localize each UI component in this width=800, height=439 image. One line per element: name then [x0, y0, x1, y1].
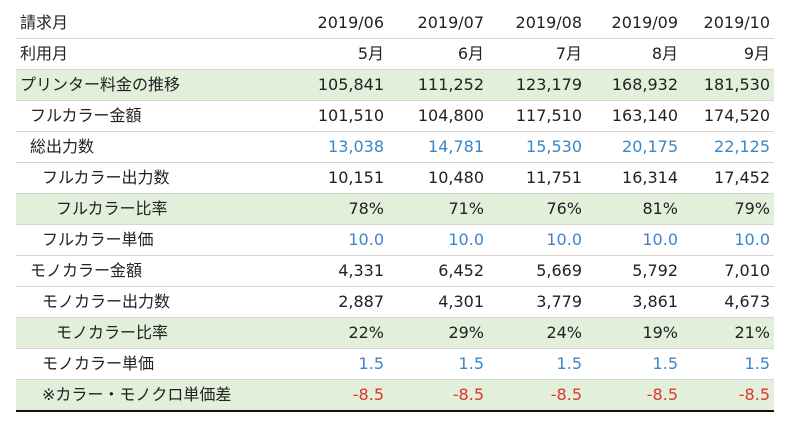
value-cell: 10.0 [682, 224, 774, 256]
row-label: フルカラー単価 [16, 224, 286, 256]
value-cell: 4,301 [388, 286, 488, 318]
value-cell: 10.0 [488, 224, 586, 256]
value-cell: 6,452 [388, 255, 488, 287]
total-output-row: 総出力数 13,038 14,781 15,530 20,175 22,125 [16, 131, 774, 163]
value-cell: 2,887 [286, 286, 388, 318]
usage-month-row: 利用月 5月 6月 7月 8月 9月 [16, 38, 774, 70]
value-cell: 21% [682, 317, 774, 349]
value-cell: 104,800 [388, 100, 488, 132]
value-cell: 7,010 [682, 255, 774, 287]
value-cell: 6月 [388, 38, 488, 70]
row-label: モノカラー出力数 [16, 286, 286, 318]
value-cell: 105,841 [286, 69, 388, 101]
value-cell: 1.5 [586, 348, 682, 380]
printer-cost-table: 請求月 2019/06 2019/07 2019/08 2019/09 2019/10 利用… [16, 8, 774, 412]
row-label: 利用月 [16, 38, 286, 70]
value-cell: -8.5 [388, 379, 488, 412]
value-cell: 8月 [586, 38, 682, 70]
unit-price-diff-row: ※カラー・モノクロ単価差 -8.5 -8.5 -8.5 -8.5 -8.5 [16, 379, 774, 412]
value-cell: 5月 [286, 38, 388, 70]
row-label: 請求月 [16, 8, 286, 39]
row-label: フルカラー出力数 [16, 162, 286, 194]
row-label: モノカラー金額 [16, 255, 286, 287]
value-cell: 163,140 [586, 100, 682, 132]
value-cell: 22% [286, 317, 388, 349]
row-label: 総出力数 [16, 131, 286, 163]
full-color-ratio-row: フルカラー比率 78% 71% 76% 81% 79% [16, 193, 774, 225]
value-cell: 174,520 [682, 100, 774, 132]
value-cell: 79% [682, 193, 774, 225]
value-cell: 1.5 [286, 348, 388, 380]
value-cell: 10,151 [286, 162, 388, 194]
value-cell: 2019/07 [388, 8, 488, 39]
value-cell: 3,779 [488, 286, 586, 318]
value-cell: 20,175 [586, 131, 682, 163]
value-cell: -8.5 [286, 379, 388, 412]
value-cell: 3,861 [586, 286, 682, 318]
row-label: ※カラー・モノクロ単価差 [16, 379, 286, 412]
billing-month-row: 請求月 2019/06 2019/07 2019/08 2019/09 2019/10 [16, 8, 774, 39]
value-cell: 11,751 [488, 162, 586, 194]
mono-ratio-row: モノカラー比率 22% 29% 24% 19% 21% [16, 317, 774, 349]
value-cell: 76% [488, 193, 586, 225]
value-cell: -8.5 [682, 379, 774, 412]
value-cell: 29% [388, 317, 488, 349]
value-cell: 5,669 [488, 255, 586, 287]
value-cell: 9月 [682, 38, 774, 70]
value-cell: 10.0 [388, 224, 488, 256]
printer-cost-trend-row: プリンター料金の推移 105,841 111,252 123,179 168,932 18… [16, 69, 774, 101]
value-cell: 181,530 [682, 69, 774, 101]
value-cell: 123,179 [488, 69, 586, 101]
value-cell: 15,530 [488, 131, 586, 163]
value-cell: 117,510 [488, 100, 586, 132]
value-cell: 10.0 [586, 224, 682, 256]
value-cell: 10.0 [286, 224, 388, 256]
value-cell: 17,452 [682, 162, 774, 194]
value-cell: 14,781 [388, 131, 488, 163]
row-label: フルカラー比率 [16, 193, 286, 225]
row-label: モノカラー比率 [16, 317, 286, 349]
value-cell: -8.5 [488, 379, 586, 412]
value-cell: 2019/06 [286, 8, 388, 39]
value-cell: -8.5 [586, 379, 682, 412]
value-cell: 22,125 [682, 131, 774, 163]
mono-amount-row: モノカラー金額 4,331 6,452 5,669 5,792 7,010 [16, 255, 774, 287]
value-cell: 24% [488, 317, 586, 349]
value-cell: 1.5 [388, 348, 488, 380]
value-cell: 13,038 [286, 131, 388, 163]
full-color-output-row: フルカラー出力数 10,151 10,480 11,751 16,314 17,452 [16, 162, 774, 194]
mono-unit-price-row: モノカラー単価 1.5 1.5 1.5 1.5 1.5 [16, 348, 774, 380]
full-color-unit-price-row: フルカラー単価 10.0 10.0 10.0 10.0 10.0 [16, 224, 774, 256]
value-cell: 19% [586, 317, 682, 349]
value-cell: 78% [286, 193, 388, 225]
value-cell: 2019/08 [488, 8, 586, 39]
value-cell: 1.5 [682, 348, 774, 380]
value-cell: 1.5 [488, 348, 586, 380]
value-cell: 5,792 [586, 255, 682, 287]
value-cell: 168,932 [586, 69, 682, 101]
value-cell: 7月 [488, 38, 586, 70]
value-cell: 81% [586, 193, 682, 225]
value-cell: 71% [388, 193, 488, 225]
full-color-amount-row: フルカラー金額 101,510 104,800 117,510 163,140 174,5… [16, 100, 774, 132]
value-cell: 2019/09 [586, 8, 682, 39]
mono-output-row: モノカラー出力数 2,887 4,301 3,779 3,861 4,673 [16, 286, 774, 318]
value-cell: 2019/10 [682, 8, 774, 39]
value-cell: 4,673 [682, 286, 774, 318]
value-cell: 10,480 [388, 162, 488, 194]
value-cell: 16,314 [586, 162, 682, 194]
row-label: フルカラー金額 [16, 100, 286, 132]
value-cell: 111,252 [388, 69, 488, 101]
row-label: モノカラー単価 [16, 348, 286, 380]
value-cell: 4,331 [286, 255, 388, 287]
row-label: プリンター料金の推移 [16, 69, 286, 101]
value-cell: 101,510 [286, 100, 388, 132]
